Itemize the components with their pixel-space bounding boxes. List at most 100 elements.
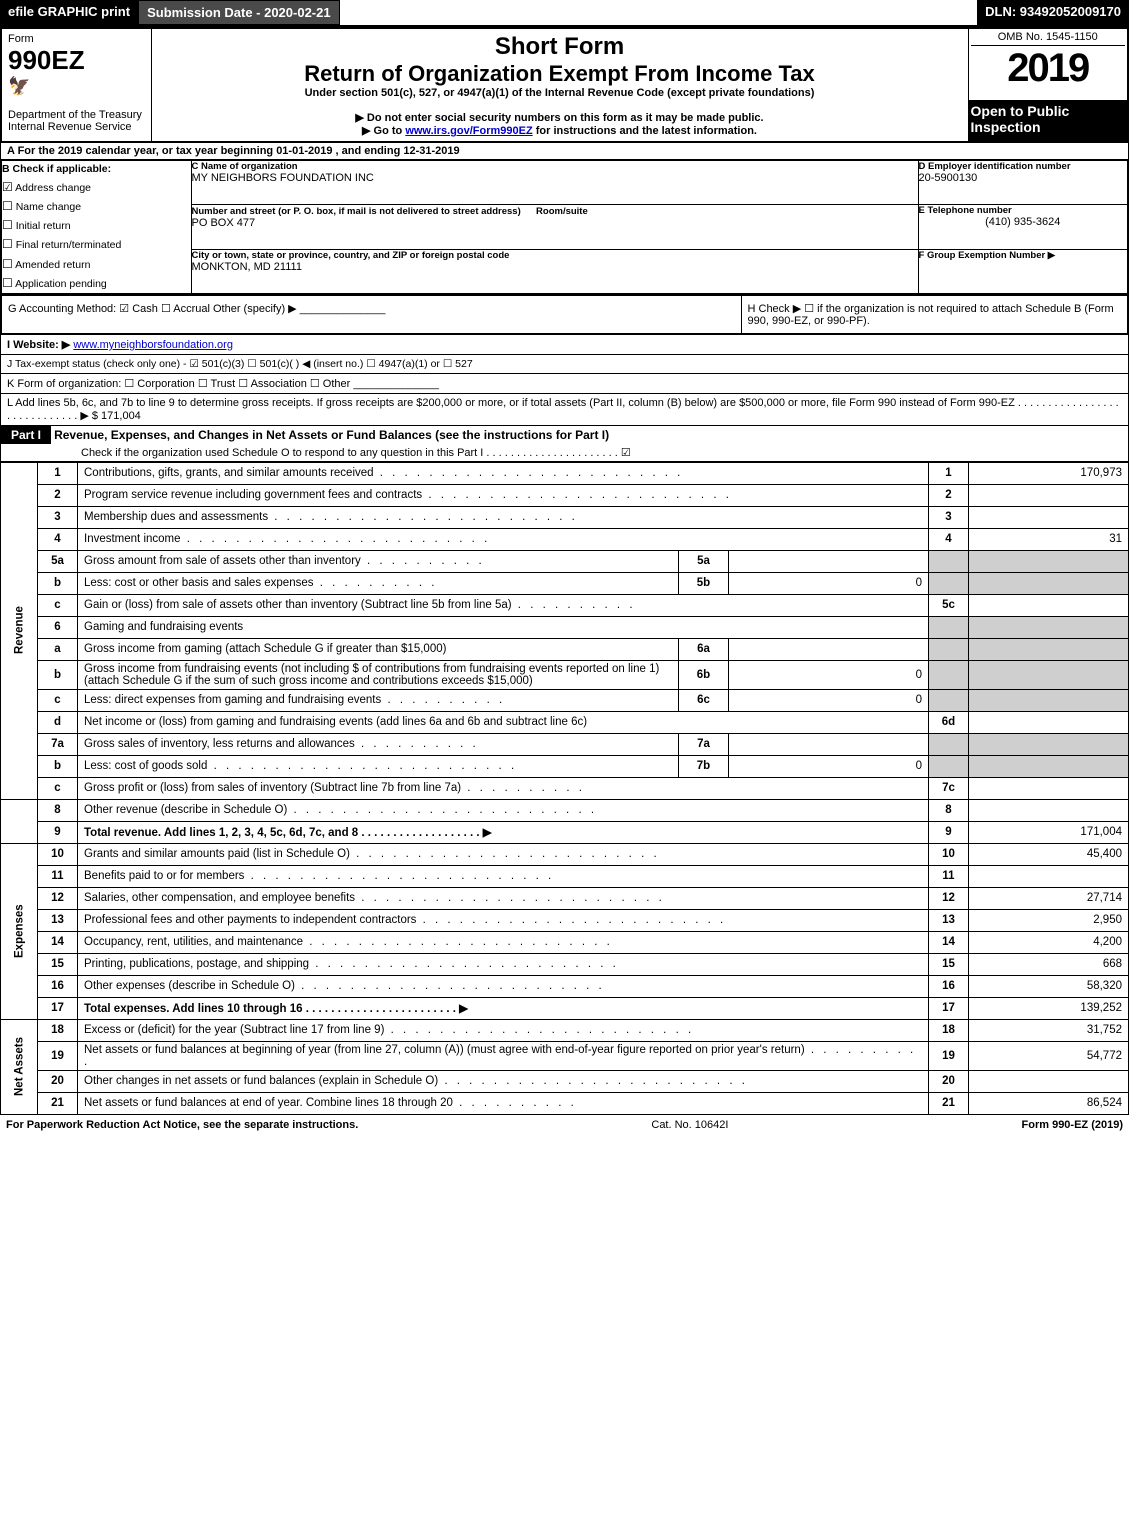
line6c-sub: 6c	[679, 689, 729, 711]
line5c-ln: 5c	[929, 594, 969, 616]
line10-ln: 10	[929, 843, 969, 865]
line6a-num: a	[38, 638, 78, 660]
line6c-subamt: 0	[729, 689, 929, 711]
header-center-cell: Short Form Return of Organization Exempt…	[151, 28, 968, 142]
line11-ln: 11	[929, 865, 969, 887]
line15-num: 15	[38, 953, 78, 975]
line-g: G Accounting Method: ☑ Cash ☐ Accrual Ot…	[1, 295, 741, 334]
line2-amt	[969, 484, 1129, 506]
efile-print-button[interactable]: efile GRAPHIC print	[0, 0, 138, 25]
final-return-checkbox[interactable]: ☐ Final return/terminated	[2, 235, 191, 254]
check-column: B Check if applicable: ☑ Address change …	[1, 161, 191, 294]
lines-table: Revenue 1 Contributions, gifts, grants, …	[0, 462, 1129, 1115]
line6d-ln: 6d	[929, 711, 969, 733]
line-k: K Form of organization: ☐ Corporation ☐ …	[0, 374, 1129, 394]
line14-ln: 14	[929, 931, 969, 953]
line6b-num: b	[38, 660, 78, 689]
website-link[interactable]: www.myneighborsfoundation.org	[73, 339, 233, 351]
form-number-footer: Form 990-EZ (2019)	[1022, 1119, 1123, 1131]
line11-num: 11	[38, 865, 78, 887]
line3-num: 3	[38, 506, 78, 528]
line1-amt: 170,973	[969, 462, 1129, 484]
line6a-subamt	[729, 638, 929, 660]
revenue-vertical-label: Revenue	[1, 462, 38, 799]
line2-desc: Program service revenue including govern…	[84, 489, 732, 501]
line4-num: 4	[38, 528, 78, 550]
subtitle: Under section 501(c), 527, or 4947(a)(1)…	[156, 87, 964, 99]
phone-cell: E Telephone number (410) 935-3624	[918, 204, 1128, 249]
city-cell: City or town, state or province, country…	[191, 249, 918, 293]
accounting-method: G Accounting Method: ☑ Cash ☐ Accrual Ot…	[8, 303, 297, 315]
line5b-num: b	[38, 572, 78, 594]
line4-ln: 4	[929, 528, 969, 550]
street-label: Number and street (or P. O. box, if mail…	[192, 206, 521, 217]
g-h-block: G Accounting Method: ☑ Cash ☐ Accrual Ot…	[0, 295, 1129, 335]
open-to-public-inspection: Open to Public Inspection	[968, 100, 1128, 142]
line21-desc: Net assets or fund balances at end of ye…	[84, 1097, 577, 1109]
line7b-num: b	[38, 755, 78, 777]
line12-num: 12	[38, 887, 78, 909]
line7a-desc: Gross sales of inventory, less returns a…	[84, 738, 479, 750]
line7c-ln: 7c	[929, 777, 969, 799]
ein-cell: D Employer identification number 20-5900…	[918, 161, 1128, 205]
street-value: PO BOX 477	[192, 217, 918, 229]
line6d-num: d	[38, 711, 78, 733]
name-change-checkbox[interactable]: ☐ Name change	[2, 197, 191, 216]
line7c-amt	[969, 777, 1129, 799]
application-pending-checkbox[interactable]: ☐ Application pending	[2, 274, 191, 293]
line21-num: 21	[38, 1092, 78, 1114]
line10-num: 10	[38, 843, 78, 865]
part1-check-line: Check if the organization used Schedule …	[1, 444, 1128, 461]
line2-ln: 2	[929, 484, 969, 506]
form-number: 990EZ	[8, 45, 145, 76]
line5c-desc: Gain or (loss) from sale of assets other…	[84, 599, 636, 611]
notice-goto: ▶ Go to www.irs.gov/Form990EZ for instru…	[156, 124, 964, 137]
line5b-ln-shade	[929, 572, 969, 594]
seal-icon: 🦅	[8, 76, 145, 97]
line2-num: 2	[38, 484, 78, 506]
irs-label: Internal Revenue Service	[8, 121, 145, 133]
notice-no-ssn: ▶ Do not enter social security numbers o…	[156, 111, 964, 124]
line18-desc: Excess or (deficit) for the year (Subtra…	[84, 1024, 694, 1036]
info-block-table: B Check if applicable: ☑ Address change …	[0, 160, 1129, 295]
line6c-desc: Less: direct expenses from gaming and fu…	[84, 694, 505, 706]
line16-amt: 58,320	[969, 975, 1129, 997]
line10-desc: Grants and similar amounts paid (list in…	[84, 848, 660, 860]
line5a-num: 5a	[38, 550, 78, 572]
d-label: D Employer identification number	[919, 161, 1128, 172]
line6b-desc: Gross income from fundraising events (no…	[78, 660, 679, 689]
line6d-desc: Net income or (loss) from gaming and fun…	[78, 711, 929, 733]
address-change-checkbox[interactable]: ☑ Address change	[2, 178, 191, 197]
line6a-desc: Gross income from gaming (attach Schedul…	[78, 638, 679, 660]
line7a-subamt	[729, 733, 929, 755]
line13-ln: 13	[929, 909, 969, 931]
line3-amt	[969, 506, 1129, 528]
line12-ln: 12	[929, 887, 969, 909]
line9-amt: 171,004	[969, 821, 1129, 843]
tax-year: 2019	[971, 46, 1126, 91]
line21-amt: 86,524	[969, 1092, 1129, 1114]
line6c-ln-shade	[929, 689, 969, 711]
initial-return-checkbox[interactable]: ☐ Initial return	[2, 216, 191, 235]
line1-num: 1	[38, 462, 78, 484]
header-right-cell-top: OMB No. 1545-1150 2019	[968, 28, 1128, 100]
ein-value: 20-5900130	[919, 172, 1128, 184]
line6b-sub: 6b	[679, 660, 729, 689]
line7b-sub: 7b	[679, 755, 729, 777]
line20-ln: 20	[929, 1070, 969, 1092]
line8-amt	[969, 799, 1129, 821]
top-bar: efile GRAPHIC print Submission Date - 20…	[0, 0, 1129, 27]
street-cell: Number and street (or P. O. box, if mail…	[191, 204, 918, 249]
line6c-num: c	[38, 689, 78, 711]
line6d-amt	[969, 711, 1129, 733]
omb-number: OMB No. 1545-1150	[971, 31, 1126, 46]
room-label: Room/suite	[536, 206, 588, 217]
line15-amt: 668	[969, 953, 1129, 975]
line13-num: 13	[38, 909, 78, 931]
line-h: H Check ▶ ☐ if the organization is not r…	[741, 295, 1128, 334]
line8-desc: Other revenue (describe in Schedule O)	[84, 804, 597, 816]
group-exemption-cell: F Group Exemption Number ▶	[918, 249, 1128, 293]
amended-return-checkbox[interactable]: ☐ Amended return	[2, 255, 191, 274]
irs-form-link[interactable]: www.irs.gov/Form990EZ	[405, 125, 532, 137]
b-label: B Check if applicable:	[2, 163, 111, 175]
